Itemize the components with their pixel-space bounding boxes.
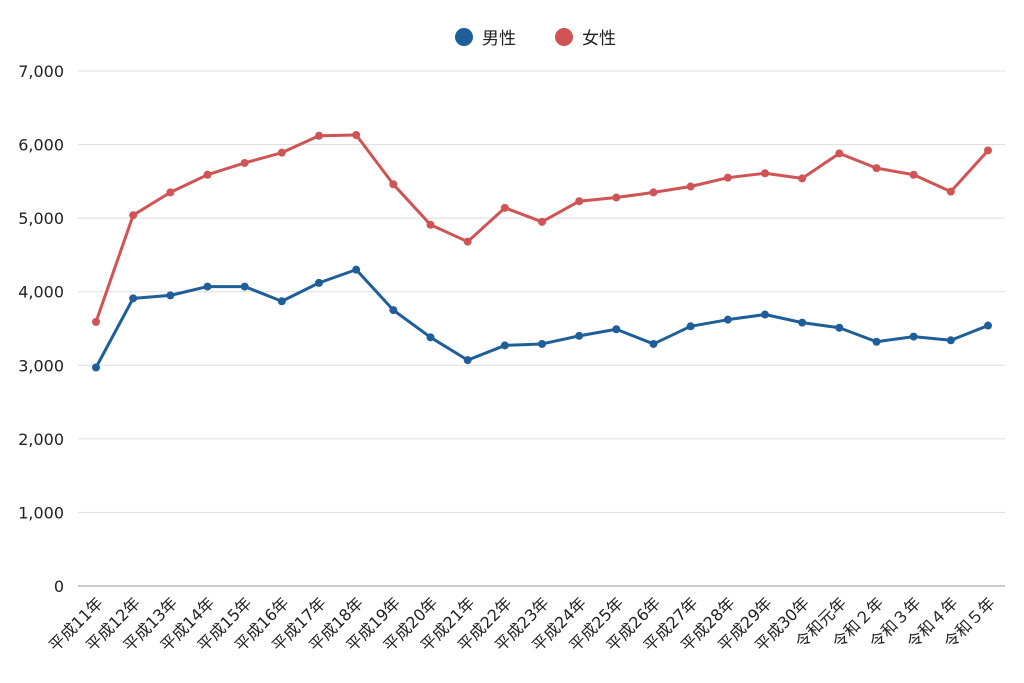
legend-swatch: [555, 28, 573, 46]
data-point: [389, 180, 398, 189]
data-point: [240, 158, 249, 167]
legend-label: 女性: [582, 29, 616, 49]
data-point: [500, 341, 509, 350]
y-tick-label: 1,000: [18, 503, 64, 522]
data-point: [909, 170, 918, 179]
data-point: [538, 339, 546, 348]
y-tick-label: 2,000: [18, 430, 64, 449]
data-point: [761, 169, 769, 178]
data-point: [240, 282, 249, 291]
data-point: [798, 174, 807, 183]
data-point: [686, 182, 695, 191]
series-line: [94, 268, 990, 369]
data-point: [835, 149, 844, 158]
data-point: [315, 131, 323, 140]
data-point: [352, 131, 361, 140]
legend-swatch: [455, 28, 473, 46]
y-tick-label: 6,000: [18, 136, 64, 155]
y-axis-ticks: 0 1,000 2,000 3,000 4,000 5,000 6,000 7,000: [18, 62, 64, 596]
data-point: [649, 188, 658, 197]
data-point: [612, 193, 621, 202]
grid-lines: [78, 70, 1005, 587]
data-point: [129, 294, 138, 303]
series-line: [94, 133, 990, 324]
y-tick-label: 5,000: [18, 209, 64, 228]
y-tick-label: 4,000: [18, 283, 64, 302]
data-point: [872, 337, 881, 346]
data-point: [203, 282, 212, 291]
data-point: [129, 211, 138, 220]
data-point: [946, 336, 955, 345]
data-point: [575, 331, 584, 340]
data-point: [798, 318, 807, 327]
x-axis-ticks: 平成11年平成12年平成13年平成14年平成15年平成16年平成17年平成18年…: [45, 593, 999, 655]
data-point: [352, 265, 361, 274]
data-point: [315, 278, 323, 287]
data-point: [872, 164, 881, 173]
y-tick-label: 0: [54, 577, 64, 596]
data-point: [984, 321, 992, 330]
data-point: [538, 217, 546, 226]
series-lines: [92, 131, 992, 372]
data-point: [463, 237, 472, 246]
y-tick-label: 3,000: [18, 356, 64, 375]
series-female: [92, 131, 992, 326]
data-point: [946, 187, 955, 196]
data-point: [426, 220, 435, 229]
data-point: [835, 323, 844, 332]
data-point: [612, 325, 621, 334]
data-point: [92, 317, 100, 326]
data-point: [277, 297, 286, 306]
series-male: [92, 265, 992, 372]
legend: 男性 女性: [455, 28, 616, 49]
data-point: [203, 170, 212, 179]
data-point: [984, 146, 992, 155]
data-point: [500, 203, 509, 212]
data-point: [463, 356, 472, 365]
data-point: [277, 148, 286, 157]
data-point: [649, 339, 658, 348]
data-point: [723, 173, 732, 182]
data-point: [686, 322, 695, 331]
data-point: [166, 291, 175, 300]
data-point: [389, 306, 398, 315]
legend-label: 男性: [482, 29, 516, 49]
data-point: [723, 315, 732, 324]
data-point: [575, 197, 584, 206]
y-tick-label: 7,000: [18, 62, 64, 81]
data-point: [166, 188, 175, 197]
data-point: [426, 333, 435, 342]
data-point: [761, 310, 769, 319]
data-point: [92, 363, 100, 372]
data-point: [909, 332, 918, 341]
